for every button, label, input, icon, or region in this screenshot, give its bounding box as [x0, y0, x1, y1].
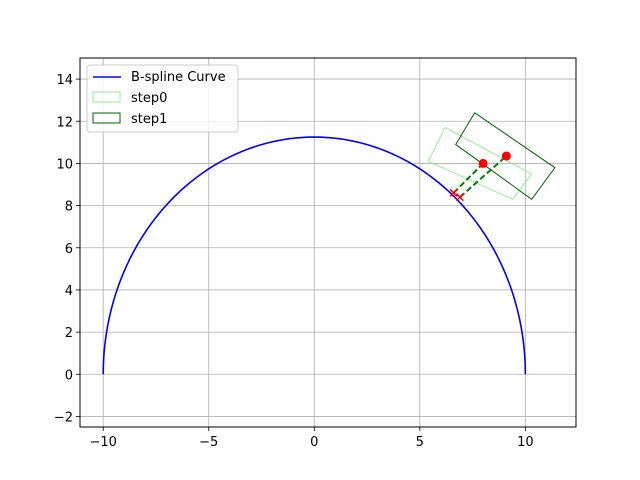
- rectangle-step1: [455, 112, 556, 200]
- legend-swatch-step0: [92, 91, 121, 103]
- legend-frame: [86, 64, 239, 133]
- point-x-stroke: [449, 188, 458, 197]
- dashed-line: [459, 155, 508, 198]
- point-x: [455, 193, 464, 202]
- y-tick-label: 6: [65, 242, 73, 257]
- point-circle: [478, 158, 488, 168]
- legend-label-step1: step1: [131, 112, 167, 127]
- plot-content: [102, 112, 556, 375]
- y-tick-label: 8: [65, 200, 73, 215]
- axes-frame: [79, 57, 577, 428]
- x-tick-label: 5: [416, 435, 424, 450]
- legend-swatch-step1: [92, 112, 121, 124]
- point-x-stroke: [455, 193, 464, 202]
- series-line-b-spline-curve: [102, 136, 527, 375]
- legend-label-step0: step0: [131, 91, 167, 106]
- y-tick-label: 2: [65, 326, 73, 341]
- y-tick-label: 12: [56, 115, 73, 130]
- point-x: [449, 188, 458, 197]
- legend: B-spline Curve step0 step1: [86, 64, 239, 133]
- x-tick-label: −10: [89, 435, 116, 450]
- dashed-line: [452, 162, 484, 194]
- y-tick-label: 10: [56, 157, 73, 172]
- x-tick-label: 10: [517, 435, 534, 450]
- y-tick-label: −2: [54, 410, 73, 425]
- ticks: −10 −5 0 5 10 −2 0 2 4 6 8 10 12 14: [54, 73, 534, 450]
- y-tick-label: 0: [65, 368, 73, 383]
- x-tick-label: −5: [199, 435, 218, 450]
- y-tick-label: 14: [56, 73, 73, 88]
- point-circle: [501, 151, 511, 161]
- x-tick-label: 0: [310, 435, 318, 450]
- y-tick-label: 4: [65, 284, 73, 299]
- legend-label-curve: B-spline Curve: [131, 70, 226, 85]
